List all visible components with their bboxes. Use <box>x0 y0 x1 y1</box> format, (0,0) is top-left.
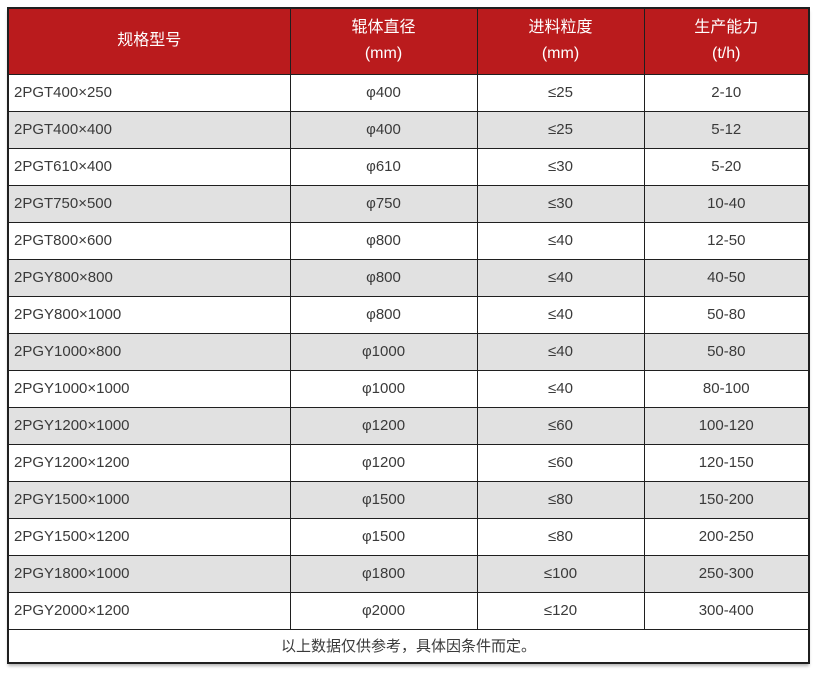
cell-roller-diameter: φ1800 <box>289 554 478 593</box>
cell-roller-diameter: φ1500 <box>289 517 478 556</box>
cell-roller-diameter: φ1200 <box>289 443 478 482</box>
table-row: 2PGY800×800 φ800 ≤40 40-50 <box>7 258 810 297</box>
table-row: 2PGY800×1000 φ800 ≤40 50-80 <box>7 295 810 334</box>
col-header-capacity: 生产能力 (t/h) <box>643 7 810 75</box>
table-footnote: 以上数据仅供参考，具体因条件而定。 <box>7 628 810 664</box>
cell-capacity: 12-50 <box>643 221 810 260</box>
table-row: 2PGY1000×1000 φ1000 ≤40 80-100 <box>7 369 810 408</box>
cell-roller-diameter: φ610 <box>289 147 478 186</box>
col-header-model: 规格型号 <box>7 7 291 75</box>
cell-capacity: 2-10 <box>643 73 810 112</box>
col-header-unit: (mm) <box>364 45 403 63</box>
cell-model: 2PGY1500×1200 <box>7 517 291 556</box>
cell-model: 2PGT400×400 <box>7 110 291 149</box>
table-row: 2PGY1200×1000 φ1200 ≤60 100-120 <box>7 406 810 445</box>
col-header-feed-size: 进料粒度 (mm) <box>476 7 645 75</box>
table-row: 2PGY1500×1000 φ1500 ≤80 150-200 <box>7 480 810 519</box>
cell-capacity: 100-120 <box>643 406 810 445</box>
cell-model: 2PGY1000×800 <box>7 332 291 371</box>
col-header-title: 生产能力 <box>694 19 759 37</box>
header-row: 规格型号 辊体直径 (mm) 进料粒度 (mm) 生产能力 (t/h) <box>7 7 810 75</box>
cell-roller-diameter: φ1200 <box>289 406 478 445</box>
table-row: 2PGT400×250 φ400 ≤25 2-10 <box>7 73 810 112</box>
cell-feed-size: ≤100 <box>476 554 645 593</box>
cell-capacity: 5-12 <box>643 110 810 149</box>
cell-capacity: 150-200 <box>643 480 810 519</box>
cell-capacity: 10-40 <box>643 184 810 223</box>
cell-capacity: 50-80 <box>643 295 810 334</box>
col-header-title: 进料粒度 <box>528 19 593 37</box>
cell-feed-size: ≤25 <box>476 110 645 149</box>
cell-capacity: 50-80 <box>643 332 810 371</box>
cell-capacity: 120-150 <box>643 443 810 482</box>
cell-feed-size: ≤80 <box>476 480 645 519</box>
cell-model: 2PGY800×1000 <box>7 295 291 334</box>
cell-model: 2PGY2000×1200 <box>7 591 291 630</box>
col-header-roller-diameter: 辊体直径 (mm) <box>289 7 478 75</box>
cell-roller-diameter: φ400 <box>289 73 478 112</box>
col-header-title: 规格型号 <box>117 32 182 50</box>
cell-feed-size: ≤40 <box>476 332 645 371</box>
cell-roller-diameter: φ1000 <box>289 332 478 371</box>
cell-feed-size: ≤30 <box>476 184 645 223</box>
cell-model: 2PGY1200×1200 <box>7 443 291 482</box>
spec-table: 规格型号 辊体直径 (mm) 进料粒度 (mm) 生产能力 (t/h) 2PGT… <box>7 7 810 664</box>
cell-capacity: 5-20 <box>643 147 810 186</box>
table-row: 2PGT800×600 φ800 ≤40 12-50 <box>7 221 810 260</box>
table-header: 规格型号 辊体直径 (mm) 进料粒度 (mm) 生产能力 (t/h) <box>7 7 810 75</box>
cell-feed-size: ≤60 <box>476 443 645 482</box>
table-row: 2PGT400×400 φ400 ≤25 5-12 <box>7 110 810 149</box>
cell-roller-diameter: φ750 <box>289 184 478 223</box>
cell-capacity: 300-400 <box>643 591 810 630</box>
cell-model: 2PGY1000×1000 <box>7 369 291 408</box>
cell-model: 2PGY1200×1000 <box>7 406 291 445</box>
cell-feed-size: ≤30 <box>476 147 645 186</box>
cell-roller-diameter: φ1500 <box>289 480 478 519</box>
cell-roller-diameter: φ1000 <box>289 369 478 408</box>
cell-model: 2PGY1500×1000 <box>7 480 291 519</box>
footnote-row: 以上数据仅供参考，具体因条件而定。 <box>7 628 810 664</box>
table-footer: 以上数据仅供参考，具体因条件而定。 <box>7 628 810 664</box>
cell-model: 2PGT400×250 <box>7 73 291 112</box>
table-row: 2PGY1500×1200 φ1500 ≤80 200-250 <box>7 517 810 556</box>
col-header-unit: (mm) <box>541 45 580 63</box>
cell-feed-size: ≤40 <box>476 221 645 260</box>
cell-model: 2PGT800×600 <box>7 221 291 260</box>
table-row: 2PGT610×400 φ610 ≤30 5-20 <box>7 147 810 186</box>
cell-capacity: 250-300 <box>643 554 810 593</box>
cell-feed-size: ≤80 <box>476 517 645 556</box>
cell-feed-size: ≤60 <box>476 406 645 445</box>
table-row: 2PGY1800×1000 φ1800 ≤100 250-300 <box>7 554 810 593</box>
table-row: 2PGY1200×1200 φ1200 ≤60 120-150 <box>7 443 810 482</box>
table-body: 2PGT400×250 φ400 ≤25 2-10 2PGT400×400 φ4… <box>7 73 810 630</box>
cell-feed-size: ≤25 <box>476 73 645 112</box>
cell-roller-diameter: φ800 <box>289 258 478 297</box>
cell-feed-size: ≤40 <box>476 295 645 334</box>
cell-model: 2PGY800×800 <box>7 258 291 297</box>
cell-model: 2PGT610×400 <box>7 147 291 186</box>
cell-roller-diameter: φ800 <box>289 295 478 334</box>
cell-roller-diameter: φ800 <box>289 221 478 260</box>
cell-feed-size: ≤40 <box>476 258 645 297</box>
cell-capacity: 80-100 <box>643 369 810 408</box>
cell-feed-size: ≤40 <box>476 369 645 408</box>
cell-capacity: 40-50 <box>643 258 810 297</box>
table-row: 2PGY2000×1200 φ2000 ≤120 300-400 <box>7 591 810 630</box>
cell-roller-diameter: φ2000 <box>289 591 478 630</box>
table-row: 2PGY1000×800 φ1000 ≤40 50-80 <box>7 332 810 371</box>
cell-capacity: 200-250 <box>643 517 810 556</box>
col-header-title: 辊体直径 <box>351 19 416 37</box>
cell-model: 2PGT750×500 <box>7 184 291 223</box>
col-header-unit: (t/h) <box>712 45 741 63</box>
cell-model: 2PGY1800×1000 <box>7 554 291 593</box>
table-row: 2PGT750×500 φ750 ≤30 10-40 <box>7 184 810 223</box>
cell-feed-size: ≤120 <box>476 591 645 630</box>
cell-roller-diameter: φ400 <box>289 110 478 149</box>
